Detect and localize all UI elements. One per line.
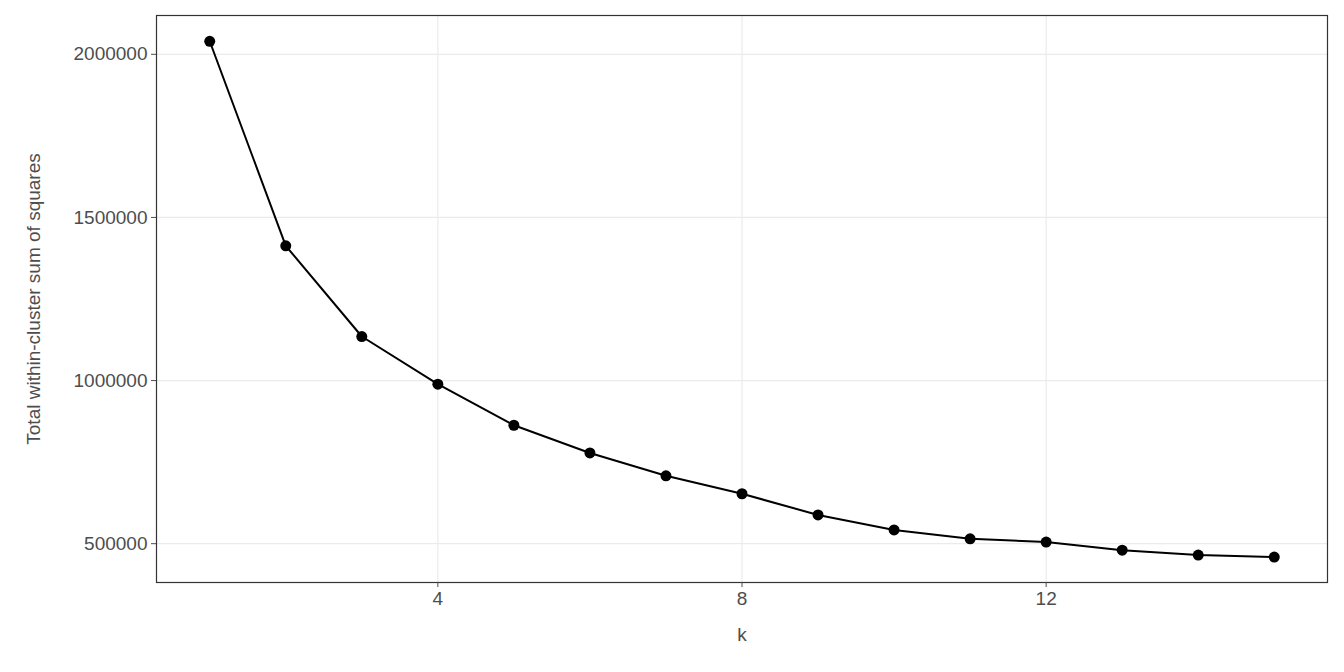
svg-text:4: 4 — [433, 588, 444, 609]
svg-text:8: 8 — [737, 588, 748, 609]
svg-text:1000000: 1000000 — [74, 370, 148, 391]
svg-text:Total within-cluster sum of sq: Total within-cluster sum of squares — [23, 153, 44, 444]
svg-text:2000000: 2000000 — [74, 43, 148, 64]
svg-text:1500000: 1500000 — [74, 207, 148, 228]
svg-text:500000: 500000 — [84, 533, 147, 554]
svg-text:12: 12 — [1036, 588, 1057, 609]
svg-text:k: k — [737, 624, 747, 645]
